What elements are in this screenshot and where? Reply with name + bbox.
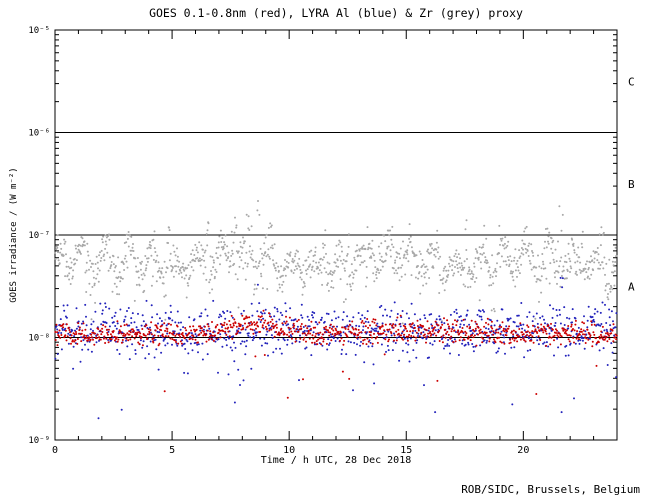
x-tick-label: 5 (169, 445, 175, 456)
flux-class-label: B (628, 178, 635, 191)
y-tick-label: 10⁻⁵ (28, 26, 50, 36)
credit-text: ROB/SIDC, Brussels, Belgium (461, 483, 640, 496)
x-tick-label: 10 (283, 445, 295, 456)
x-tick-label: 20 (517, 445, 529, 456)
y-tick-label: 10⁻⁸ (28, 334, 50, 344)
y-tick-label: 10⁻⁶ (28, 129, 50, 139)
y-axis-label: GOES irradiance / (W m⁻²) (9, 167, 19, 303)
series-lyra-al-proxy (54, 276, 618, 420)
series-lyra-zr-proxy (54, 200, 618, 329)
x-axis-label: Time / h UTC, 28 Dec 2018 (260, 455, 412, 466)
series-goes-0-1-0-8nm (54, 309, 618, 399)
chart-title: GOES 0.1-0.8nm (red), LYRA Al (blue) & Z… (149, 6, 523, 20)
y-tick-label: 10⁻⁹ (28, 436, 50, 446)
x-tick-label: 15 (400, 445, 412, 456)
x-tick-label: 0 (52, 445, 58, 456)
flux-class-label: A (628, 280, 635, 293)
flux-class-label: C (628, 75, 635, 88)
y-tick-label: 10⁻⁷ (28, 231, 50, 241)
